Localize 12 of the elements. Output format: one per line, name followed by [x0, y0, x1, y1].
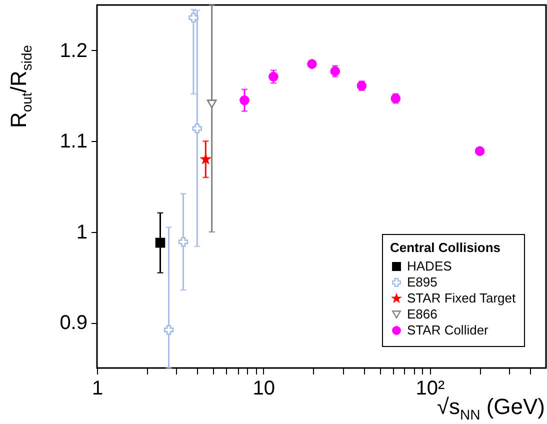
- y-tick-label: 1: [76, 221, 88, 244]
- x-tick-label: 1: [92, 378, 104, 400]
- y-tick-label: 1.1: [60, 130, 88, 153]
- y-tick-label: 0.9: [60, 312, 88, 334]
- legend-label: E866: [407, 306, 438, 322]
- legend-label: STAR Fixed Target: [407, 290, 516, 306]
- legend-label: STAR Collider: [407, 322, 490, 338]
- legend-label: HADES: [407, 258, 452, 274]
- x-tick-label: 10: [252, 378, 275, 400]
- legend-title: Central Collisions: [390, 240, 501, 255]
- legend-label: E895: [407, 274, 438, 290]
- y-tick-label: 1.2: [60, 40, 88, 62]
